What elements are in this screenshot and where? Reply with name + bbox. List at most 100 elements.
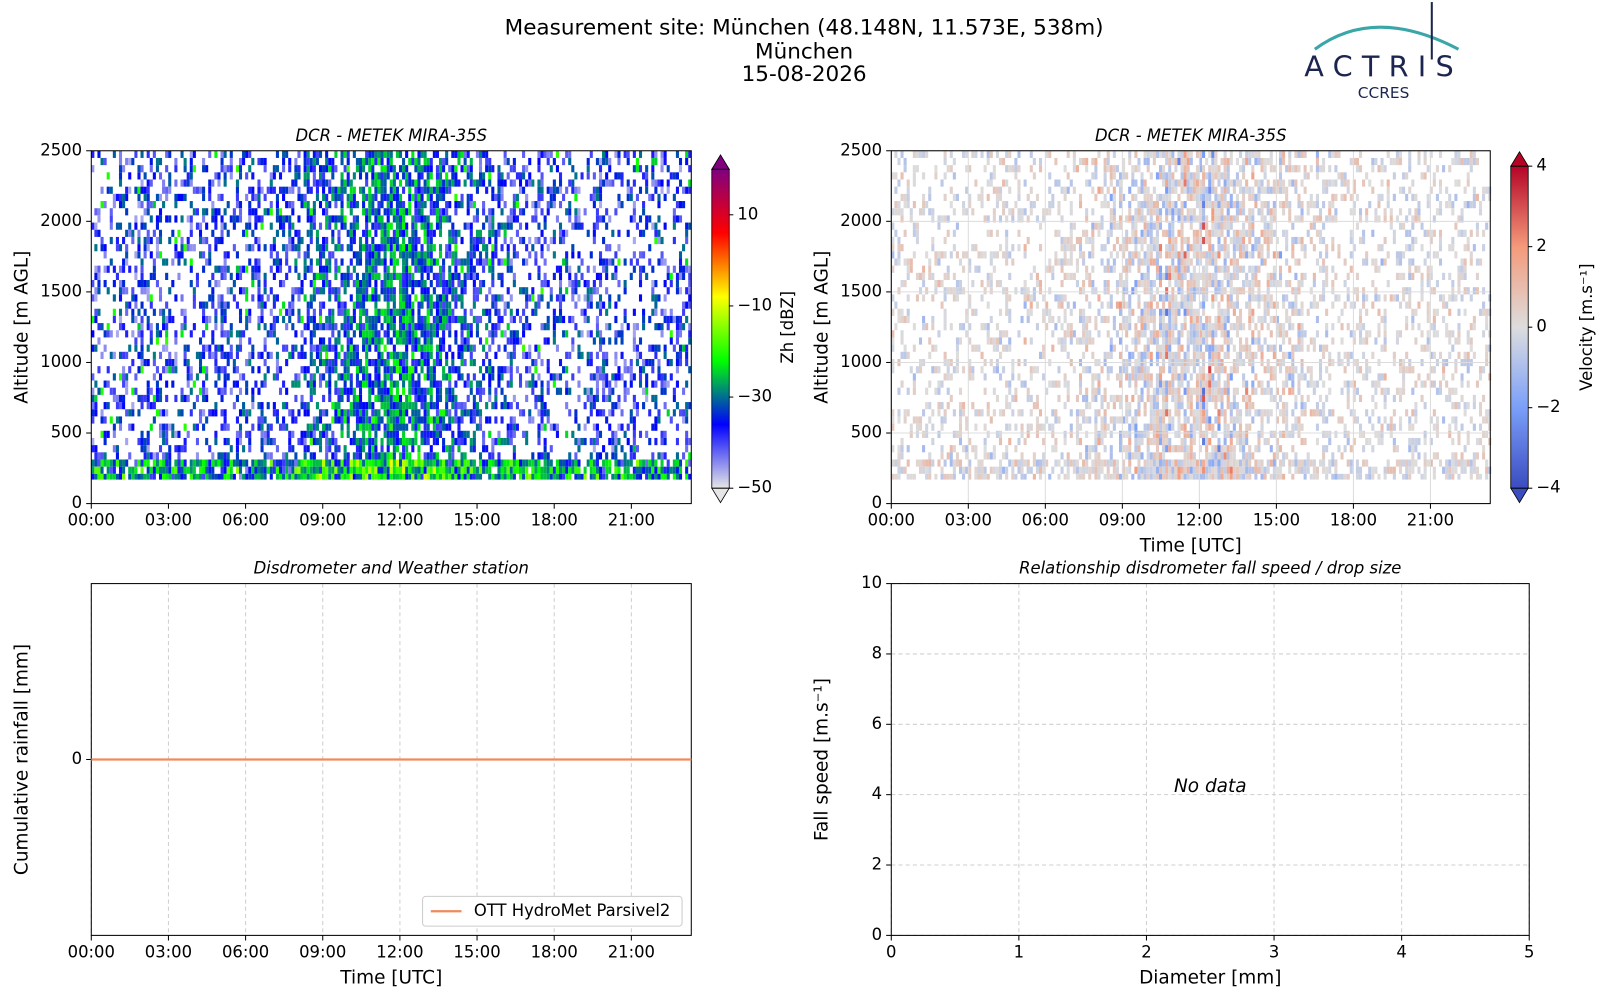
radar-pixel bbox=[328, 179, 332, 187]
radar-pixel bbox=[315, 423, 319, 431]
radar-pixel bbox=[632, 423, 636, 431]
radar-pixel bbox=[906, 201, 910, 209]
radar-pixel bbox=[509, 423, 513, 431]
radar-pixel bbox=[318, 165, 323, 173]
radar-pixel bbox=[288, 165, 292, 173]
radar-pixel bbox=[205, 466, 209, 474]
y-tick-label: 0 bbox=[72, 493, 82, 512]
radar-pixel bbox=[648, 459, 652, 467]
radar-pixel bbox=[598, 330, 603, 338]
radar-pixel bbox=[968, 466, 972, 474]
radar-pixel bbox=[592, 229, 596, 237]
radar-pixel bbox=[454, 208, 458, 216]
radar-pixel bbox=[100, 236, 104, 245]
radar-pixel bbox=[660, 430, 664, 438]
radar-pixel bbox=[448, 380, 452, 388]
radar-pixel bbox=[635, 222, 639, 230]
radar-pixel bbox=[958, 437, 963, 446]
radar-pixel bbox=[602, 215, 606, 223]
radar-pixel bbox=[546, 150, 550, 158]
radar-pixel bbox=[488, 344, 492, 352]
radar-pixel bbox=[312, 387, 316, 395]
radar-pixel bbox=[149, 251, 153, 259]
radar-pixel bbox=[983, 466, 987, 474]
radar-pixel bbox=[417, 308, 421, 316]
radar-pixel bbox=[531, 473, 535, 480]
radar-pixel bbox=[654, 229, 658, 237]
radar-pixel bbox=[995, 229, 999, 237]
radar-pixel bbox=[478, 229, 483, 237]
radar-pixel bbox=[432, 330, 436, 338]
radar-pixel bbox=[915, 222, 919, 230]
radar-pixel bbox=[937, 380, 941, 388]
radar-pixel bbox=[115, 473, 119, 480]
radar-pixel bbox=[365, 251, 369, 259]
radar-pixel bbox=[343, 222, 347, 230]
radar-pixel bbox=[143, 208, 147, 216]
radar-pixel bbox=[365, 402, 369, 410]
radar-pixel bbox=[552, 466, 556, 474]
radar-pixel bbox=[349, 437, 353, 446]
radar-pixel bbox=[460, 459, 464, 467]
radar-pixel bbox=[617, 366, 621, 374]
radar-pixel bbox=[666, 323, 670, 331]
radar-pixel bbox=[285, 344, 289, 352]
radar-pixel bbox=[518, 459, 523, 467]
radar-pixel bbox=[297, 466, 301, 474]
radar-pixel bbox=[955, 459, 959, 467]
radar-pixel bbox=[654, 179, 658, 187]
radar-pixel bbox=[435, 358, 439, 367]
radar-pixel bbox=[125, 157, 129, 166]
radar-pixel bbox=[349, 222, 353, 230]
radar-pixel bbox=[371, 466, 375, 474]
radar-pixel bbox=[531, 287, 535, 295]
radar-pixel bbox=[506, 380, 510, 388]
radar-pixel bbox=[555, 165, 559, 173]
radar-pixel bbox=[438, 430, 443, 438]
radar-pixel bbox=[965, 251, 969, 259]
radar-pixel bbox=[478, 387, 483, 395]
radar-pixel bbox=[540, 229, 544, 237]
radar-pixel bbox=[208, 251, 212, 259]
radar-pixel bbox=[986, 215, 990, 223]
radar-pixel bbox=[531, 387, 535, 395]
radar-pixel bbox=[617, 193, 621, 202]
radar-pixel bbox=[562, 258, 566, 266]
radar-pixel bbox=[180, 330, 184, 338]
radar-pixel bbox=[140, 280, 144, 288]
radar-pixel bbox=[309, 351, 313, 359]
radar-pixel bbox=[365, 272, 369, 280]
radar-pixel bbox=[912, 150, 916, 158]
radar-pixel bbox=[420, 251, 424, 259]
radar-pixel bbox=[251, 280, 255, 288]
radar-pixel bbox=[349, 380, 353, 388]
radar-pixel bbox=[688, 366, 692, 374]
radar-pixel bbox=[337, 337, 341, 345]
radar-pixel bbox=[346, 244, 350, 252]
radar-pixel bbox=[448, 416, 452, 424]
radar-pixel bbox=[337, 287, 341, 295]
radar-pixel bbox=[429, 301, 433, 309]
radar-pixel bbox=[263, 430, 267, 438]
radar-pixel bbox=[402, 315, 406, 324]
radar-pixel bbox=[214, 351, 218, 359]
radar-pixel bbox=[118, 165, 123, 173]
radar-pixel bbox=[629, 366, 633, 374]
radar-pixel bbox=[180, 251, 184, 259]
radar-pixel bbox=[343, 308, 347, 316]
radar-pixel bbox=[617, 150, 621, 158]
radar-pixel bbox=[460, 201, 464, 209]
radar-pixel bbox=[509, 430, 513, 438]
radar-pixel bbox=[137, 351, 141, 359]
radar-pixel bbox=[912, 179, 916, 187]
radar-pixel bbox=[426, 315, 430, 324]
radar-pixel bbox=[937, 459, 941, 467]
radar-pixel bbox=[420, 201, 424, 209]
radar-pixel bbox=[205, 258, 209, 266]
radar-pixel bbox=[678, 330, 683, 338]
radar-pixel bbox=[405, 366, 409, 374]
radar-pixel bbox=[962, 466, 966, 474]
radar-pixel bbox=[620, 473, 624, 480]
radar-pixel bbox=[340, 201, 344, 209]
radar-pixel bbox=[934, 258, 938, 266]
